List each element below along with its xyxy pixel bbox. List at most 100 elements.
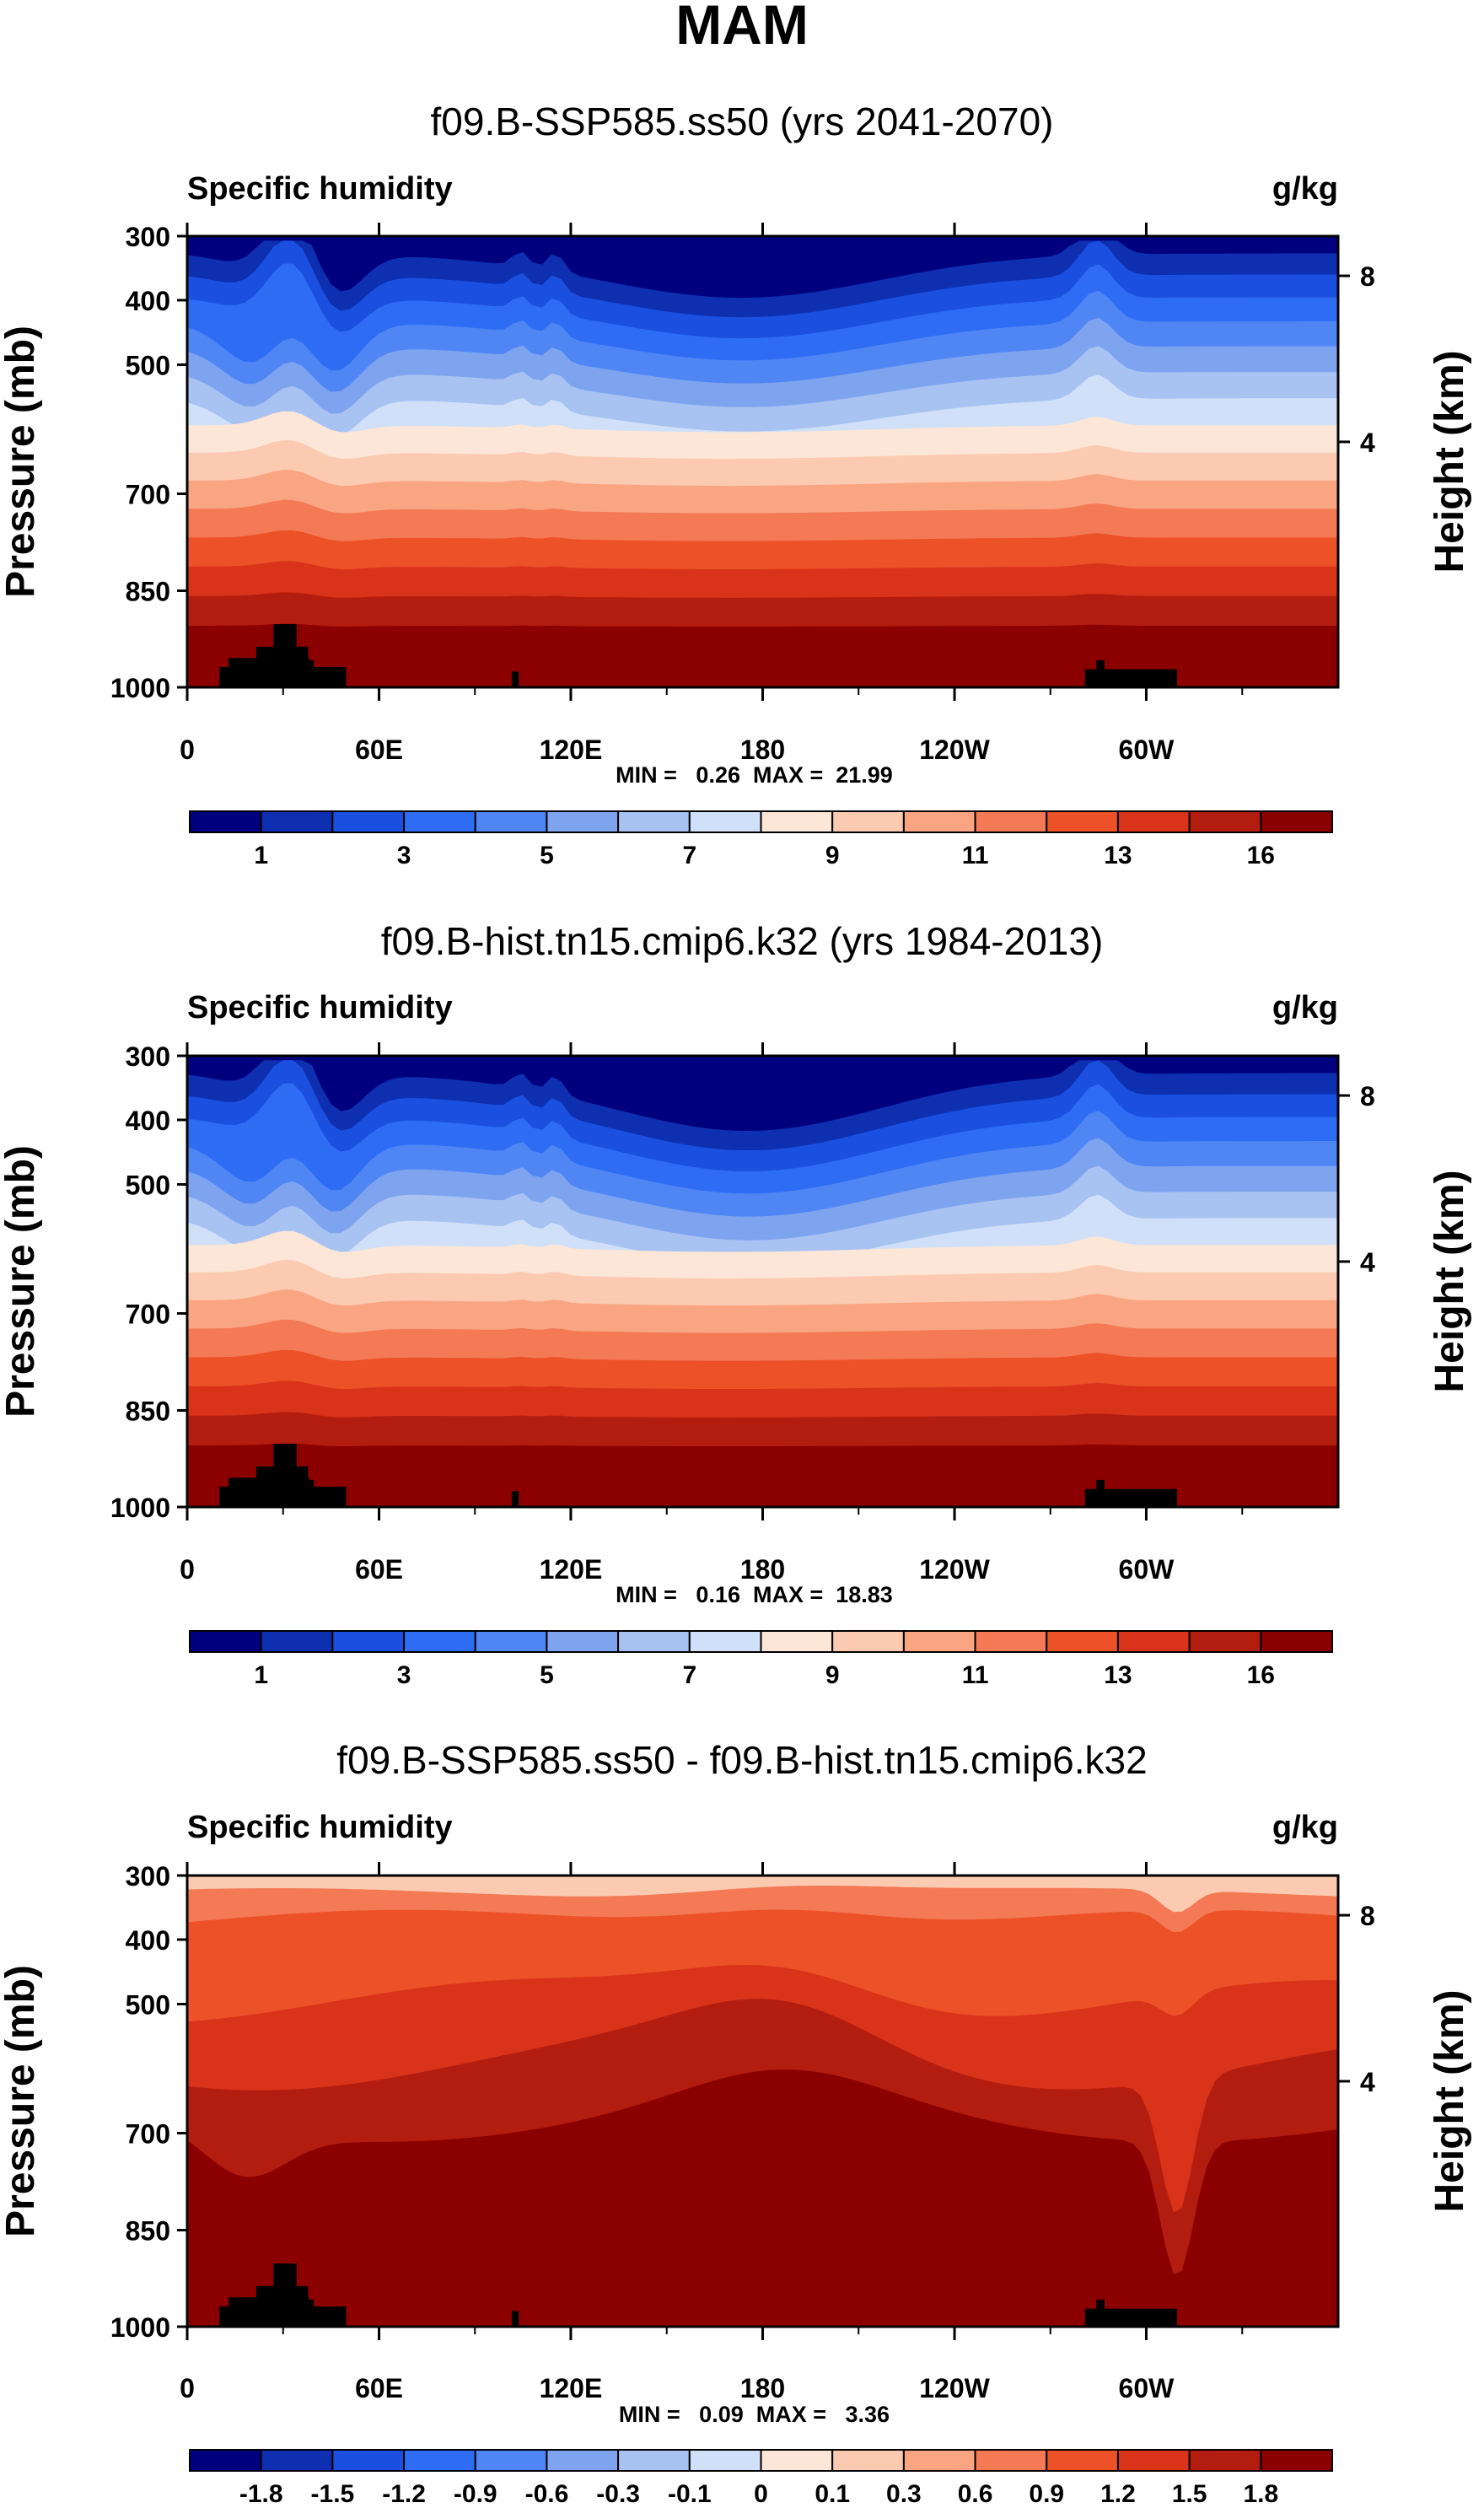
colorbar-label: 7 (682, 1661, 696, 1689)
topography-mask (1084, 669, 1177, 687)
colorbar-label: 5 (540, 842, 554, 869)
figure-title: MAM (675, 0, 809, 56)
colorbar-box (688, 1630, 762, 1653)
y-tick-label: 300 (126, 222, 170, 252)
y-axis-title: Pressure (mb) (0, 1145, 43, 1418)
panel-1: f09.B-SSP585.ss50 (yrs 2041-2070) Specifi… (0, 100, 1472, 869)
colorbar-box (617, 2449, 691, 2472)
colorbar-box (331, 2449, 406, 2472)
colorbar-box (974, 2449, 1048, 2472)
panel-units-label: g/kg (1272, 990, 1338, 1025)
y-right-axis-title: Height (km) (1428, 1171, 1472, 1393)
colorbar-box (260, 2449, 334, 2472)
colorbar-box (260, 810, 334, 833)
y-right-tick-label: 4 (1360, 1247, 1375, 1278)
colorbar-label: 1 (254, 842, 268, 869)
y-axis-title: Pressure (mb) (0, 1965, 43, 2237)
colorbar-box (1116, 810, 1191, 833)
x-tick-label: 0 (180, 1554, 195, 1585)
y-right-axis-title: Height (km) (1428, 1990, 1472, 2213)
y-tick-label: 400 (126, 286, 170, 316)
x-tick-label: 120E (540, 1554, 603, 1585)
colorbar-box (831, 2449, 905, 2472)
colorbar-box (1260, 810, 1333, 833)
y-tick-label: 1000 (110, 673, 170, 703)
colorbar-box (1260, 1630, 1333, 1653)
colorbar-box (260, 1630, 334, 1653)
colorbar-label: 5 (540, 1661, 554, 1689)
topography-mask (296, 2299, 315, 2327)
colorbar-label: 11 (962, 1661, 989, 1689)
y-right-tick-label: 8 (1360, 1901, 1375, 1931)
x-tick-label: 180 (740, 1554, 785, 1585)
colorbar-box (1116, 2449, 1191, 2472)
y-tick-label: 1000 (110, 2312, 170, 2343)
y-tick-label: 700 (126, 2118, 170, 2149)
x-tick-label: 60E (355, 735, 403, 765)
colorbar-label: 7 (682, 842, 696, 869)
x-tick-label: 180 (740, 735, 785, 765)
colorbar-box (760, 2449, 834, 2472)
colorbar-label: 0.1 (815, 2480, 850, 2508)
y-tick-label: 1000 (110, 1493, 170, 1523)
topography-mask (273, 1444, 297, 1507)
y-tick-label: 700 (126, 1299, 170, 1329)
panel-units-label: g/kg (1272, 1810, 1338, 1845)
colorbar-label: 9 (825, 842, 840, 869)
colorbar-label: -0.1 (668, 2480, 712, 2508)
y-tick-label: 500 (126, 1170, 170, 1200)
topography-mask (1096, 2299, 1105, 2327)
y-right-tick-label: 4 (1360, 2067, 1375, 2097)
colorbar-label: -1.5 (311, 2480, 355, 2508)
colorbar-label: 1.8 (1243, 2480, 1278, 2508)
topography-mask (273, 2263, 297, 2327)
colorbar-box (617, 1630, 691, 1653)
colorbar-label: 3 (397, 842, 411, 869)
panel-title: f09.B-SSP585.ss50 (yrs 2041-2070) (431, 100, 1054, 143)
min-max-stats: MIN = 0.16 MAX = 18.83 (616, 1582, 893, 1607)
y-tick-label: 850 (126, 577, 170, 607)
y-tick-label: 300 (126, 1041, 170, 1072)
contour-field (187, 236, 1338, 687)
colorbar-box (1046, 810, 1119, 833)
x-tick-label: 120E (540, 735, 603, 765)
topography-mask (296, 1479, 315, 1507)
colorbar-box (1188, 2449, 1262, 2472)
colorbar-box (617, 810, 691, 833)
colorbar-label: 0.6 (958, 2480, 993, 2508)
y-tick-label: 850 (126, 1397, 170, 1427)
colorbar-box (189, 1630, 262, 1653)
colorbar-label: 11 (962, 842, 989, 869)
x-tick-label: 60W (1119, 1554, 1175, 1585)
colorbar-box (189, 2449, 262, 2472)
colorbar-box (1260, 2449, 1333, 2472)
contour-band (187, 623, 1338, 687)
x-tick-label: 120W (919, 2373, 990, 2403)
topography-mask (1096, 659, 1105, 687)
colorbar-label: 9 (825, 1661, 840, 1689)
colorbar-label: -0.3 (596, 2480, 640, 2508)
x-tick-label: 60E (355, 2373, 403, 2403)
colorbar-box (546, 810, 620, 833)
colorbar-box (1188, 1630, 1262, 1653)
colorbar-box (474, 2449, 548, 2472)
colorbar-label: 16 (1247, 842, 1275, 869)
colorbar-box (474, 810, 548, 833)
colorbar-label: 13 (1104, 1661, 1132, 1689)
x-tick-label: 120W (919, 1554, 990, 1585)
x-tick-label: 180 (740, 2373, 785, 2403)
colorbar-box (474, 1630, 548, 1653)
colorbar-box (1188, 810, 1262, 833)
colorbar-box (403, 1630, 476, 1653)
topography-mask (511, 2311, 519, 2327)
topography-mask (511, 671, 519, 687)
colorbar-box (1046, 2449, 1119, 2472)
panel-left-label: Specific humidity (187, 1810, 453, 1845)
colorbar-label: 0.9 (1029, 2480, 1064, 2508)
min-max-stats: MIN = 0.09 MAX = 3.36 (619, 2402, 890, 2427)
topography-mask (1084, 1488, 1177, 1507)
colorbar-label: 1.5 (1172, 2480, 1207, 2508)
colorbar-box (974, 1630, 1048, 1653)
y-right-tick-label: 8 (1360, 261, 1375, 292)
colorbar-label: -1.8 (239, 2480, 283, 2508)
